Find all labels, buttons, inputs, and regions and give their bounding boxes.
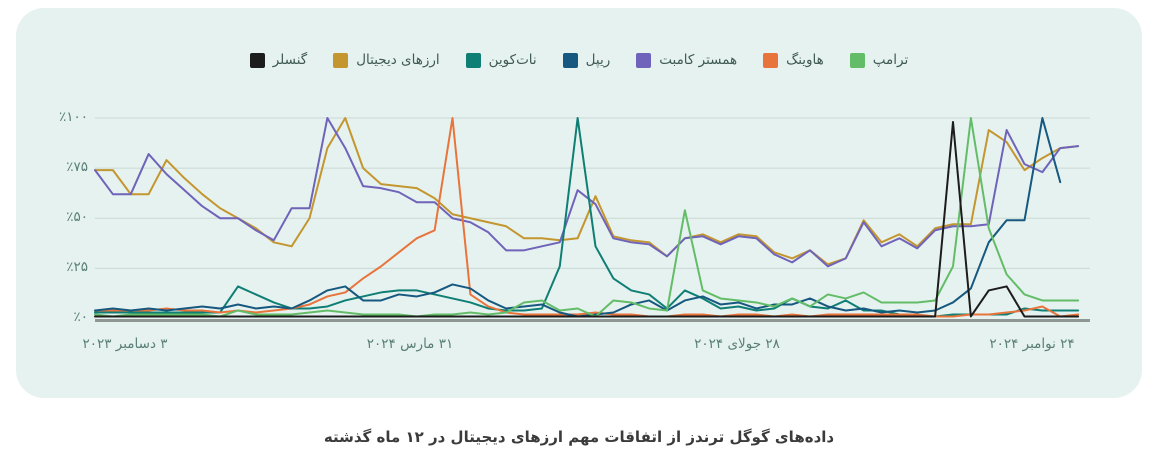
ripple-color-swatch-icon — [562, 52, 578, 68]
series-line-gensler — [94, 121, 1080, 318]
legend-item-ripple: ریپل — [562, 52, 611, 68]
series-line-hamster-kombat — [94, 117, 1080, 268]
legend-item-halving: هاوینگ — [763, 52, 824, 68]
chart-card — [16, 8, 1142, 398]
chart-legend: گنسلر ارزهای دیجیتال نات‌کوین ریپل همستر… — [0, 52, 1158, 68]
trump-color-swatch-icon — [849, 52, 865, 68]
y-axis-tick-75: ٪۷۵ — [66, 159, 88, 175]
gensler-color-swatch-icon — [249, 52, 265, 68]
crypto-color-swatch-icon — [333, 52, 349, 68]
x-axis-tick-mar2024: ۳۱ مارس ۲۰۲۴ — [366, 336, 454, 352]
x-axis-tick-dec2023: ۳ دسامبر ۲۰۲۳ — [82, 336, 168, 352]
legend-item-trump: ترامپ — [849, 52, 909, 68]
chart-caption: داده‌های گوگل ترندز از اتفاقات مهم ارزها… — [323, 428, 835, 446]
notcoin-color-swatch-icon — [465, 52, 481, 68]
legend-item-hamster-kombat: همستر کامبت — [636, 52, 737, 68]
legend-label: نات‌کوین — [488, 52, 537, 68]
legend-item-gensler: گنسلر — [249, 52, 308, 68]
series-line-crypto — [94, 117, 1080, 266]
halving-color-swatch-icon — [763, 52, 779, 68]
legend-item-crypto: ارزهای دیجیتال — [333, 52, 440, 68]
legend-label: ریپل — [585, 52, 611, 68]
y-axis-tick-25: ٪۲۵ — [66, 259, 88, 275]
legend-label: هاوینگ — [786, 52, 824, 68]
y-axis-tick-100: ٪۱۰۰ — [58, 109, 88, 125]
legend-item-notcoin: نات‌کوین — [465, 52, 537, 68]
x-axis-tick-nov2024: ۲۴ نوامبر ۲۰۲۴ — [989, 336, 1075, 352]
legend-label: ارزهای دیجیتال — [356, 52, 440, 68]
y-axis-tick-0: ٪۰ — [73, 309, 88, 325]
hamster-kombat-color-swatch-icon — [636, 52, 652, 68]
x-axis-tick-jul2024: ۲۸ جولای ۲۰۲۴ — [694, 336, 780, 352]
legend-label: ترامپ — [872, 52, 909, 68]
y-axis-tick-50: ٪۵۰ — [66, 209, 88, 225]
legend-label: همستر کامبت — [659, 52, 738, 68]
series-line-trump — [94, 117, 1080, 318]
legend-label: گنسلر — [272, 52, 308, 68]
